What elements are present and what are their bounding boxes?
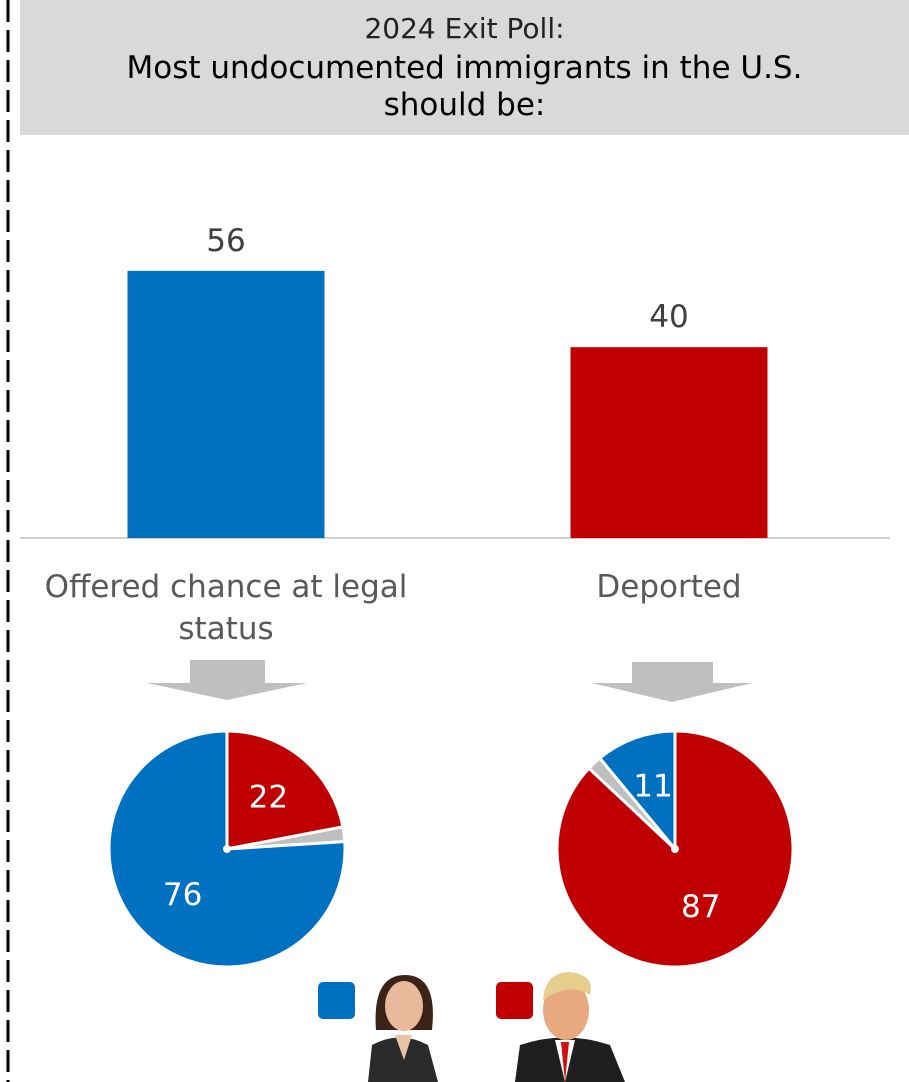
figure xyxy=(385,981,423,1031)
arrow xyxy=(147,660,307,700)
x-tick-label: Deported xyxy=(596,569,742,605)
header-band xyxy=(20,0,909,135)
legend xyxy=(318,972,625,1082)
pie-slice xyxy=(225,729,345,851)
chart-subtitle: Most undocumented immigrants in the U.S.… xyxy=(126,50,803,123)
pie-slice xyxy=(107,729,347,969)
value-label: 56 xyxy=(206,223,245,259)
value-label: 76 xyxy=(163,877,202,913)
value-label: 87 xyxy=(681,889,720,925)
pie-center xyxy=(671,845,679,853)
figure xyxy=(368,1037,438,1082)
bar xyxy=(570,347,768,538)
pie-slice xyxy=(555,729,795,969)
figure xyxy=(561,1042,569,1082)
legend-swatch xyxy=(318,982,355,1019)
legend-swatch xyxy=(496,982,533,1019)
figure xyxy=(395,1035,412,1060)
value-label: 11 xyxy=(633,768,672,804)
figure xyxy=(543,980,589,1040)
value-label: 22 xyxy=(249,779,288,815)
pie-slice xyxy=(598,729,677,851)
bar xyxy=(127,270,325,538)
value-label: 40 xyxy=(649,299,688,335)
pie-center xyxy=(223,845,231,853)
figure xyxy=(543,972,591,1000)
arrow xyxy=(592,662,752,702)
chart-title: 2024 Exit Poll: xyxy=(364,12,565,45)
x-tick-label: Offered chance at legal status xyxy=(44,569,408,647)
